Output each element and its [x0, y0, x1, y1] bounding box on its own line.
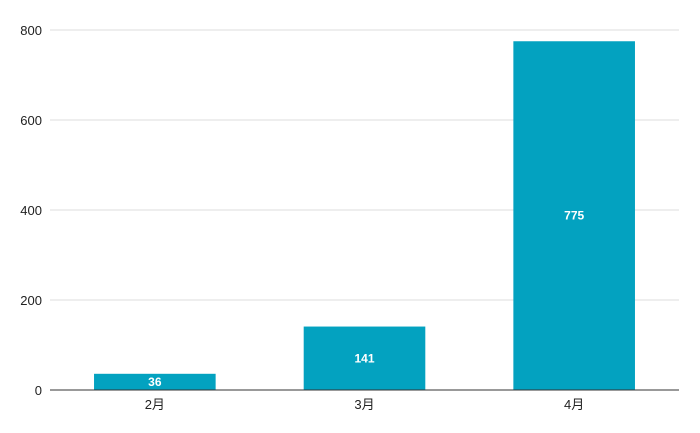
y-tick-label: 600 [20, 113, 42, 128]
x-tick-label: 3月 [354, 397, 374, 412]
x-tick-label: 2月 [145, 397, 165, 412]
y-tick-label: 200 [20, 293, 42, 308]
y-tick-label: 0 [35, 383, 42, 398]
x-tick-label: 4月 [564, 397, 584, 412]
bar [513, 41, 635, 390]
data-label: 775 [564, 209, 584, 223]
data-labels: 36 141 775 [148, 209, 584, 389]
data-label: 141 [354, 351, 374, 365]
bar [303, 326, 426, 390]
bars [94, 41, 635, 390]
y-axis-tick-labels: 0 200 400 600 800 [20, 23, 42, 398]
bar [94, 373, 216, 390]
data-label: 36 [148, 375, 162, 389]
x-axis-tick-labels: 2月 3月 4月 [145, 397, 585, 412]
y-tick-label: 400 [20, 203, 42, 218]
y-tick-label: 800 [20, 23, 42, 38]
